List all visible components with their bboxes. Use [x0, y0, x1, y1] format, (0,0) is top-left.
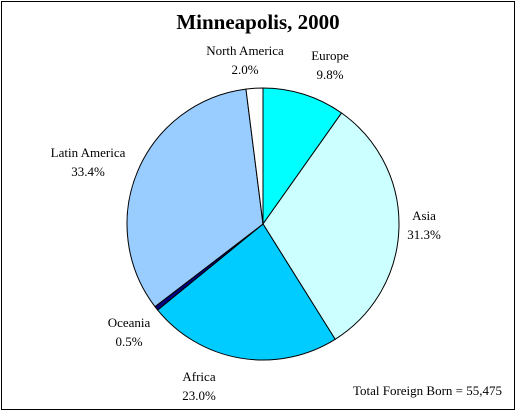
slice-value-europe: 9.8% [316, 67, 343, 82]
slice-label-north-america: North America [206, 43, 284, 58]
slice-value-oceania: 0.5% [115, 334, 142, 349]
total-foreign-born-note: Total Foreign Born = 55,475 [353, 383, 502, 398]
slice-latin-america [126, 88, 264, 308]
slice-value-africa: 23.0% [182, 388, 216, 403]
slice-labels: Europe 9.8% Asia 31.3% Africa 23.0% Oceania 0.5… [51, 43, 441, 403]
slice-label-latin-america: Latin America [51, 145, 126, 160]
slice-label-africa: Africa [182, 369, 215, 384]
slice-europe [262, 87, 343, 226]
slice-value-north-america: 2.0% [231, 62, 258, 77]
slice-label-oceania: Oceania [108, 315, 151, 330]
slice-value-latin-america: 33.4% [71, 164, 105, 179]
pie-slices [126, 87, 400, 361]
slice-value-asia: 31.3% [407, 227, 441, 242]
slice-asia [262, 112, 400, 340]
slice-north-america [245, 87, 264, 225]
slice-africa [156, 223, 336, 361]
slice-label-europe: Europe [311, 48, 349, 63]
chart-title: Minneapolis, 2000 [176, 10, 339, 34]
slice-label-asia: Asia [412, 208, 436, 223]
